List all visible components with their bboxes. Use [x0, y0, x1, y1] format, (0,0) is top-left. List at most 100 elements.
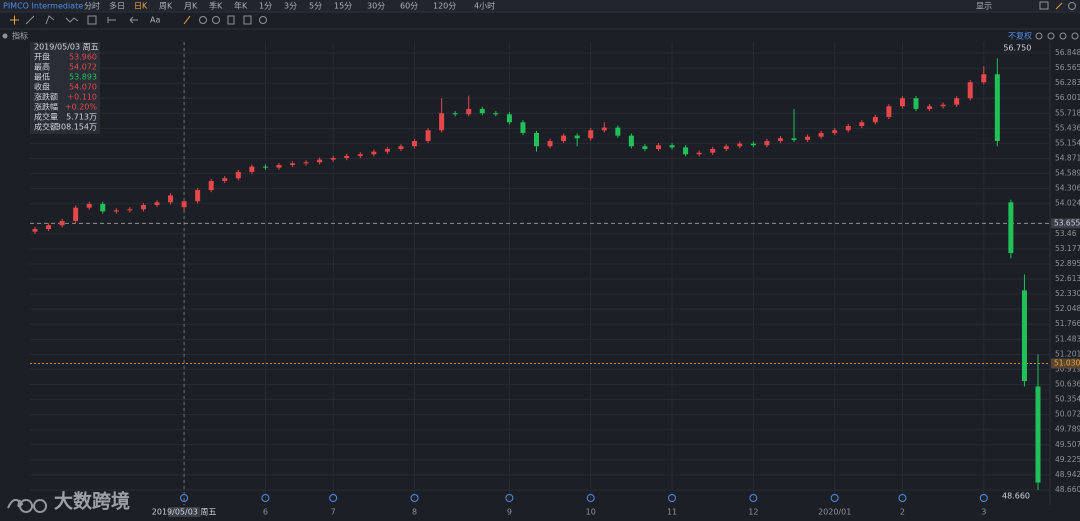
- period-tab[interactable]: 5分: [309, 2, 322, 11]
- font-tool[interactable]: Aa: [150, 16, 160, 25]
- candle-body: [723, 146, 729, 149]
- period-tab[interactable]: 60分: [400, 2, 418, 11]
- control[interactable]: [1059, 32, 1067, 40]
- symbol[interactable]: PIMCO Intermediate ...: [3, 2, 93, 11]
- info-value: 5.713万: [66, 113, 97, 122]
- info-value: 54.072: [69, 63, 97, 72]
- candle-body: [113, 210, 119, 212]
- candle-body: [344, 155, 350, 159]
- candle-body: [899, 98, 905, 107]
- draw-toggle[interactable]: [183, 15, 191, 25]
- candle-body: [954, 98, 960, 105]
- candle-body: [547, 140, 553, 147]
- candle-body: [262, 166, 268, 168]
- candle-body: [710, 148, 716, 153]
- period-tab[interactable]: 4小时: [474, 1, 495, 11]
- control[interactable]: [1047, 32, 1055, 40]
- price-tag: [1051, 358, 1080, 369]
- y-tick-label: 54.024: [1055, 199, 1080, 208]
- candle-body: [452, 113, 458, 115]
- candle-body: [317, 159, 323, 163]
- info-rows: 开盘 53.960 最高 54.072 最低 53.893 收盘 54.070 涨跌额 +0.11…: [34, 52, 97, 132]
- period-tab[interactable]: 1分: [259, 2, 272, 11]
- event-marker[interactable]: [668, 494, 677, 502]
- wave-tool[interactable]: [65, 17, 79, 23]
- candle-body: [832, 130, 838, 133]
- y-tick-label: 55.436: [1055, 123, 1080, 132]
- icon[interactable]: [1055, 2, 1063, 10]
- period-tab[interactable]: 周K: [159, 2, 173, 11]
- period-tab[interactable]: 日K: [134, 2, 148, 11]
- period-tab[interactable]: 分时: [84, 1, 100, 11]
- event-marker[interactable]: [979, 494, 988, 502]
- watermark: 大数跨境: [7, 490, 130, 513]
- control[interactable]: [1035, 32, 1043, 40]
- copy-tool[interactable]: [243, 15, 252, 25]
- period-tab[interactable]: 多日: [109, 1, 125, 11]
- y-tick-label: 56.565: [1055, 63, 1080, 72]
- price-tag-label: 53.655: [1054, 218, 1080, 227]
- period-tab[interactable]: 30分: [367, 2, 385, 11]
- y-tick-label: 52.330: [1055, 289, 1080, 298]
- arrow-tool[interactable]: [129, 16, 138, 24]
- info-value: 53.893: [69, 73, 97, 82]
- info-label: 成交额: [34, 122, 58, 132]
- line-tool[interactable]: [25, 15, 35, 25]
- event-marker[interactable]: [898, 494, 907, 502]
- y-tick-label: 51.483: [1055, 334, 1080, 343]
- logo: [7, 498, 48, 513]
- period-tab[interactable]: 3分: [284, 2, 297, 11]
- event-marker[interactable]: [586, 494, 595, 502]
- adjust-label[interactable]: 不复权: [1008, 31, 1032, 41]
- y-tick-label: 54.306: [1055, 184, 1080, 193]
- info-value: 308.154万: [56, 123, 97, 132]
- toolbar-icons: [1039, 1, 1076, 10]
- event-marker[interactable]: [505, 494, 514, 502]
- indicator-label[interactable]: 指标: [12, 31, 28, 41]
- panel-controls: [1035, 32, 1079, 40]
- period-tab[interactable]: 15分: [334, 2, 352, 11]
- info-value: 54.070: [69, 83, 97, 92]
- x-tick-label: 12: [748, 508, 758, 517]
- price-tag-label: 51.030: [1054, 359, 1080, 368]
- y-tick-label: 52.048: [1055, 304, 1080, 313]
- y-tick-label: 51.201: [1055, 349, 1080, 358]
- delete-tool[interactable]: [227, 15, 235, 25]
- candle-body: [466, 108, 472, 115]
- measure-tool[interactable]: [107, 17, 116, 23]
- candle-body: [235, 171, 241, 179]
- candle-body: [859, 122, 865, 127]
- candle-body: [154, 202, 160, 205]
- candle-body: [967, 82, 973, 99]
- candle-body: [927, 106, 933, 109]
- magnet-tool[interactable]: [199, 16, 207, 24]
- candle-body: [642, 146, 648, 149]
- display-button[interactable]: 显示: [976, 2, 992, 11]
- hide-tool[interactable]: [212, 16, 220, 24]
- candle-body: [276, 164, 282, 168]
- control[interactable]: [1071, 32, 1079, 40]
- icon[interactable]: [1068, 2, 1076, 10]
- pen-tool[interactable]: [45, 15, 55, 25]
- icon[interactable]: [1039, 1, 1049, 10]
- event-marker[interactable]: [329, 494, 338, 502]
- settings-tool[interactable]: [259, 16, 267, 24]
- x-tick-label: 8: [412, 508, 417, 517]
- event-marker[interactable]: [749, 494, 758, 502]
- event-marker[interactable]: [410, 494, 419, 502]
- candle-body: [181, 201, 187, 208]
- event-marker[interactable]: [830, 494, 839, 502]
- info-label: 开盘: [34, 52, 50, 62]
- candle-body: [872, 116, 878, 123]
- period-tab[interactable]: 月K: [184, 2, 198, 11]
- min-label: 48.660: [1002, 491, 1030, 500]
- candle-body: [1008, 202, 1014, 254]
- shape-tool[interactable]: [87, 15, 97, 25]
- crosshair-tool[interactable]: [10, 15, 19, 25]
- candle-body: [371, 151, 377, 155]
- event-marker[interactable]: [261, 494, 270, 502]
- period-tab[interactable]: 120分: [433, 2, 456, 11]
- period-tab[interactable]: 年K: [234, 1, 248, 11]
- period-tab[interactable]: 季K: [209, 1, 223, 11]
